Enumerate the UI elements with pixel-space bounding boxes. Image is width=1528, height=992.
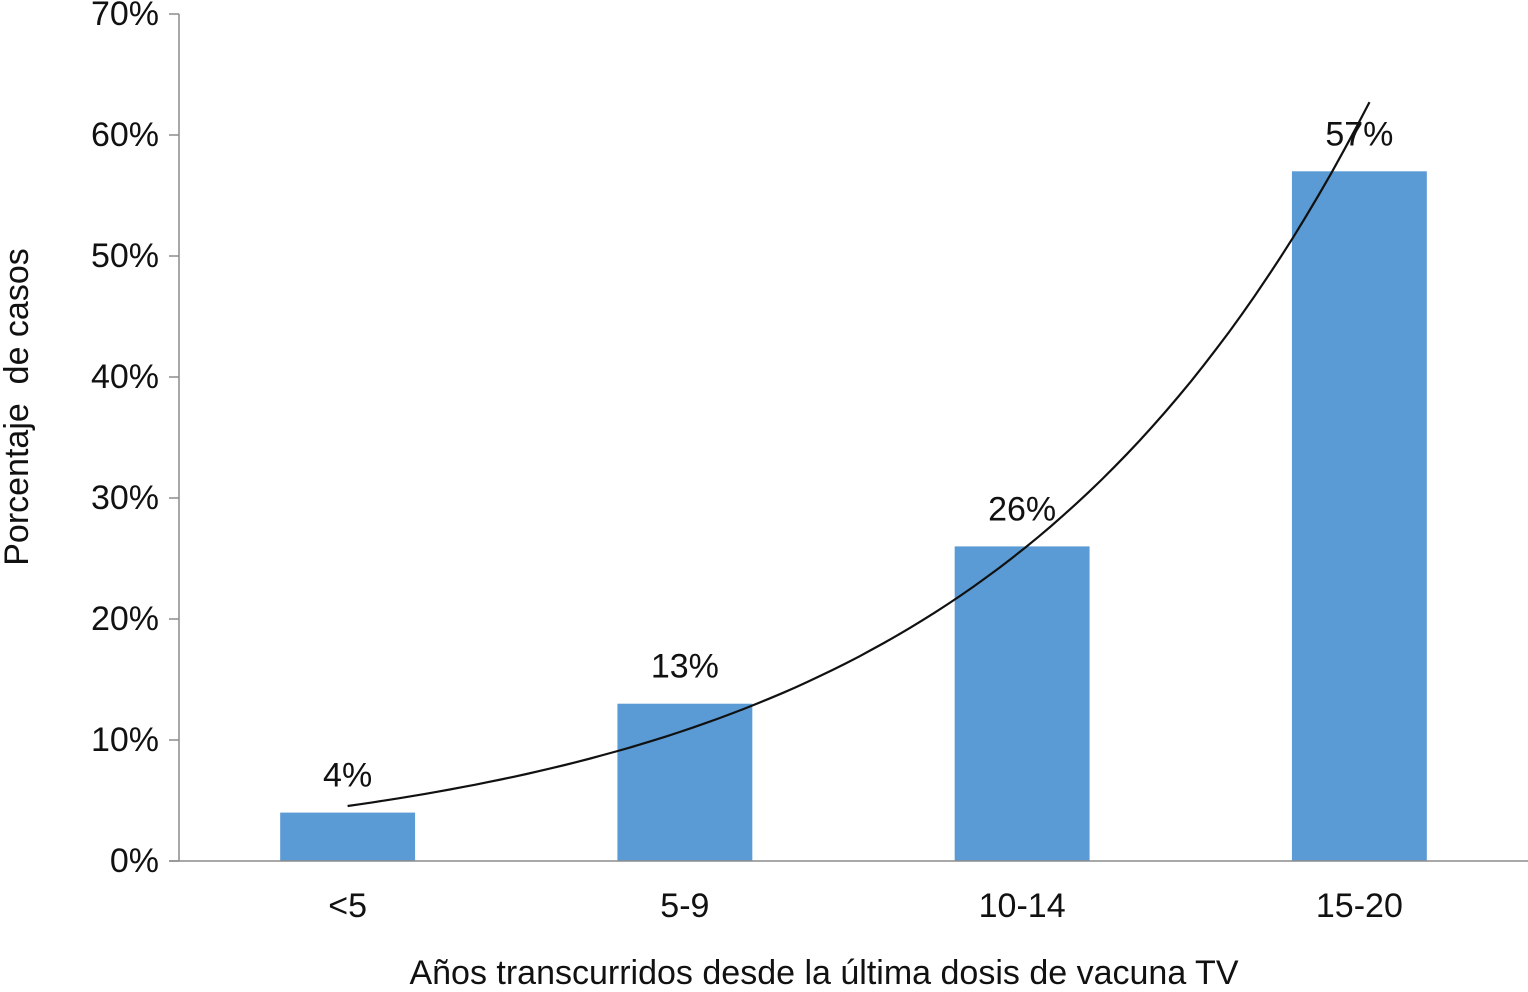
y-ticks-group: 0% 10% 20% 30% 40% 50% 60% 70% [91,0,179,880]
bar-0 [280,812,416,861]
y-tick-label: 20% [91,600,159,638]
bar-3 [1291,171,1427,862]
category-label: 5-9 [660,887,709,925]
y-tick-label: 10% [91,721,159,759]
y-axis-title: Porcentaje de casos [0,248,36,566]
y-tick-label: 30% [91,479,159,517]
data-label: 26% [988,490,1056,528]
y-tick-label: 0% [110,842,159,880]
data-label: 13% [651,648,719,686]
category-label: 15-20 [1316,887,1403,925]
y-tick-label: 70% [91,0,159,33]
data-label: 4% [323,757,372,795]
category-label: 10-14 [979,887,1066,925]
y-tick-label: 40% [91,358,159,396]
y-tick-label: 60% [91,116,159,154]
y-tick-label: 50% [91,237,159,275]
category-labels-group: <5 5-9 10-14 15-20 [328,887,1403,925]
category-label: <5 [328,887,367,925]
bar-1 [617,703,753,861]
data-label: 57% [1325,115,1393,153]
data-labels-group: 4% 13% 26% 57% [323,115,1393,794]
bars-group [280,171,1427,862]
trend-line [347,101,1371,808]
bar-2 [954,546,1090,861]
x-axis-title: Años transcurridos desde la última dosis… [409,954,1238,987]
